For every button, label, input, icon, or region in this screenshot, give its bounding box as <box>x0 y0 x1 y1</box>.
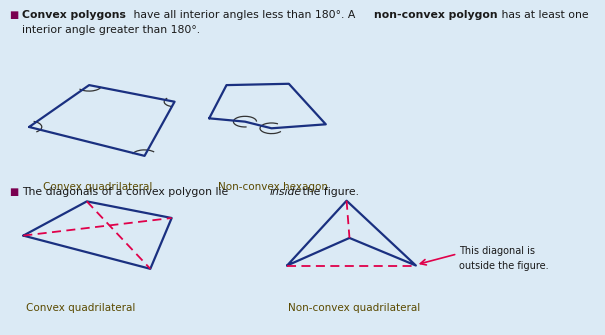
Text: Convex quadrilateral: Convex quadrilateral <box>25 303 135 313</box>
Text: non-convex polygon: non-convex polygon <box>374 10 497 20</box>
Text: Convex polygons: Convex polygons <box>22 10 125 20</box>
Text: ■: ■ <box>9 10 18 20</box>
Text: This diagonal is: This diagonal is <box>459 246 535 256</box>
Text: outside the figure.: outside the figure. <box>459 261 549 271</box>
Text: The diagonals of a convex polygon lie: The diagonals of a convex polygon lie <box>22 188 231 197</box>
Text: ■: ■ <box>9 188 18 197</box>
Text: inside: inside <box>270 188 302 197</box>
Text: interior angle greater than 180°.: interior angle greater than 180°. <box>22 25 200 35</box>
Text: has at least one: has at least one <box>498 10 589 20</box>
Text: Non-convex hexagon: Non-convex hexagon <box>218 183 328 192</box>
Text: Non-convex quadrilateral: Non-convex quadrilateral <box>288 303 420 313</box>
Text: have all interior angles less than 180°. A: have all interior angles less than 180°.… <box>129 10 358 20</box>
Text: Convex quadrilateral: Convex quadrilateral <box>43 183 152 192</box>
Text: the figure.: the figure. <box>299 188 359 197</box>
